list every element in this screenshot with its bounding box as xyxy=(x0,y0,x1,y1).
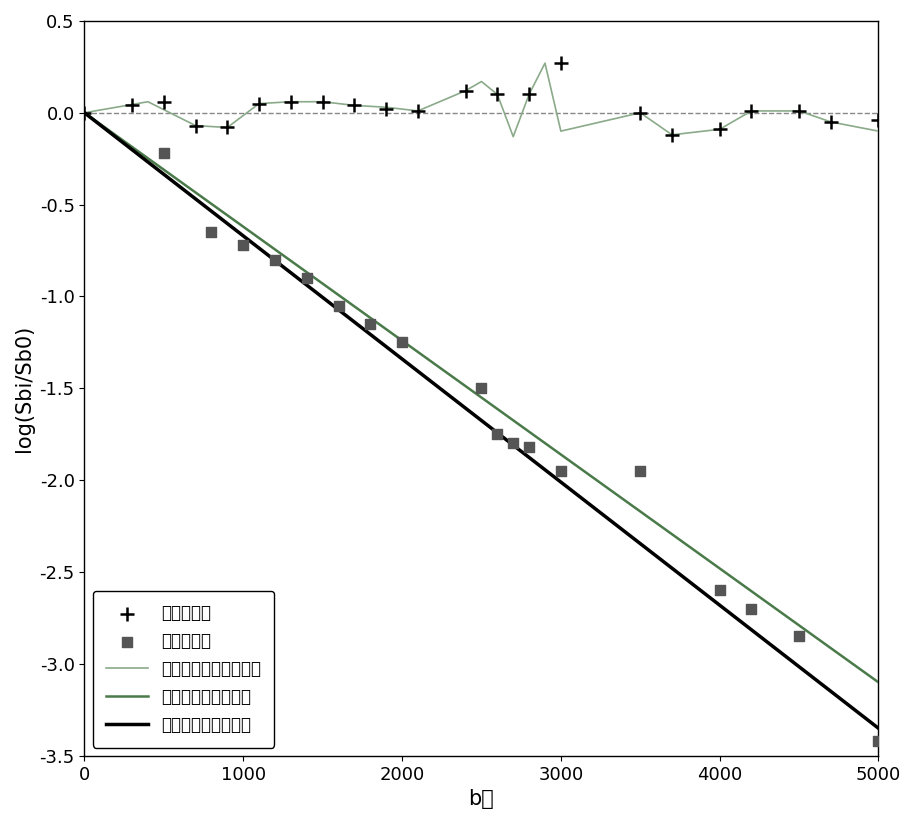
改进方法得到的曲线 xyxy=(552,447,563,457)
Line: 改进方法得到的残差値: 改进方法得到的残差値 xyxy=(84,63,878,137)
改进方法得到的残差値 xyxy=(523,90,534,100)
改进方法得到的残差値 xyxy=(873,126,884,136)
实际残差値 xyxy=(77,106,92,119)
X-axis label: b値: b値 xyxy=(468,789,494,809)
改进方法得到的残差値 xyxy=(793,106,804,116)
实际数据点 xyxy=(331,299,346,312)
改进方法得到的残差値 xyxy=(540,58,551,68)
直接拟合得到的曲线 xyxy=(79,108,90,118)
实际残差値 xyxy=(871,114,886,127)
改进方法得到的残差値 xyxy=(635,108,646,118)
实际数据点 xyxy=(713,584,727,597)
改进方法得到的残差値 xyxy=(253,99,264,109)
改进方法得到的残差値 xyxy=(190,121,201,131)
直接拟合得到的曲线 xyxy=(854,709,865,718)
改进方法得到的残差値 xyxy=(349,100,360,110)
实际数据点 xyxy=(633,464,648,477)
改进方法得到的残差値 xyxy=(413,106,424,116)
实际数据点 xyxy=(554,464,568,477)
实际数据点 xyxy=(474,382,489,395)
改进方法得到的残差値 xyxy=(666,130,677,140)
改进方法得到的曲线 xyxy=(509,416,520,425)
改进方法得到的残差値 xyxy=(285,97,296,107)
改进方法得到的曲线 xyxy=(854,663,865,673)
实际数据点 xyxy=(156,146,171,160)
实际数据点 xyxy=(522,440,536,453)
Legend: 实际残差値, 实际数据点, 改进方法得到的残差値, 改进方法得到的曲线, 直接拟合得到的曲线: 实际残差値, 实际数据点, 改进方法得到的残差値, 改进方法得到的曲线, 直接拟… xyxy=(92,591,274,747)
改进方法得到的曲线 xyxy=(730,574,741,584)
实际残差値 xyxy=(379,103,393,116)
实际数据点 xyxy=(871,735,886,748)
直接拟合得到的曲线 xyxy=(730,612,741,622)
改进方法得到的残差値 xyxy=(381,102,392,112)
Line: 直接拟合得到的曲线: 直接拟合得到的曲线 xyxy=(84,113,878,728)
实际数据点 xyxy=(299,272,314,285)
实际残差値 xyxy=(156,95,171,109)
改进方法得到的残差値 xyxy=(476,77,487,86)
Y-axis label: log(Sbi/Sb0): log(Sbi/Sb0) xyxy=(14,325,34,452)
实际数据点 xyxy=(236,239,251,252)
实际残差値 xyxy=(284,95,298,109)
实际残差値 xyxy=(664,128,679,142)
直接拟合得到的曲线 xyxy=(456,400,467,410)
实际残差値 xyxy=(490,88,505,101)
实际数据点 xyxy=(490,428,505,441)
改进方法得到的残差値 xyxy=(460,86,471,95)
改进方法得到的残差値 xyxy=(508,132,519,142)
改进方法得到的残差値 xyxy=(221,123,232,133)
实际数据点 xyxy=(506,437,521,450)
实际残差値 xyxy=(633,106,648,119)
实际数据点 xyxy=(791,630,806,643)
改进方法得到的残差値 xyxy=(746,106,757,116)
改进方法得到的曲线 xyxy=(79,108,90,118)
改进方法得到的残差値 xyxy=(143,97,154,107)
实际残差値 xyxy=(744,105,759,118)
实际残差値 xyxy=(411,105,425,118)
实际数据点 xyxy=(204,226,219,239)
直接拟合得到的曲线 xyxy=(509,441,520,451)
改进方法得到的曲线 xyxy=(461,382,472,392)
改进方法得到的曲线 xyxy=(873,677,884,687)
实际残差値 xyxy=(824,115,838,128)
实际残差値 xyxy=(188,119,203,133)
Line: 改进方法得到的曲线: 改进方法得到的曲线 xyxy=(84,113,878,682)
实际残差値 xyxy=(124,99,139,112)
实际数据点 xyxy=(394,336,409,349)
改进方法得到的残差値 xyxy=(825,117,836,127)
实际残差値 xyxy=(522,88,536,101)
实际残差値 xyxy=(347,99,361,112)
实际数据点 xyxy=(744,602,759,616)
直接拟合得到的曲线 xyxy=(461,404,472,414)
实际残差値 xyxy=(316,95,330,109)
实际数据点 xyxy=(363,318,378,331)
改进方法得到的残差値 xyxy=(555,126,566,136)
实际残差値 xyxy=(713,123,727,136)
实际残差値 xyxy=(252,97,266,110)
改进方法得到的残差値 xyxy=(79,108,90,118)
改进方法得到的残差値 xyxy=(492,90,503,100)
改进方法得到的曲线 xyxy=(456,379,467,388)
改进方法得到的残差値 xyxy=(318,97,328,107)
实际残差値 xyxy=(554,57,568,70)
实际残差値 xyxy=(220,121,234,134)
实际残差値 xyxy=(791,105,806,118)
实际数据点 xyxy=(268,253,283,267)
实际残差値 xyxy=(458,84,473,97)
改进方法得到的残差値 xyxy=(715,124,726,134)
直接拟合得到的曲线 xyxy=(873,723,884,733)
直接拟合得到的曲线 xyxy=(552,474,563,484)
